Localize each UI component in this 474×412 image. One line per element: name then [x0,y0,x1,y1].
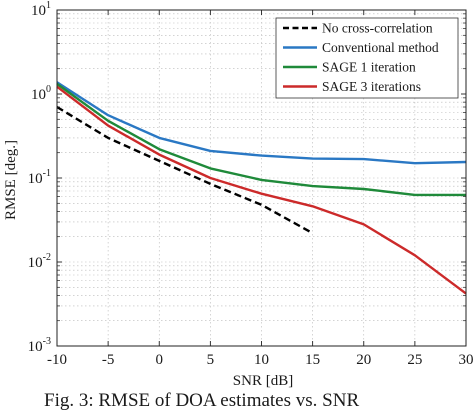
legend-box [275,17,459,99]
y-tick-label: 10-2 [28,252,51,271]
series-line-sage-3-iterations [56,85,467,295]
y-tick-label: 10-3 [28,336,51,355]
series-line-sage-1-iteration [56,82,466,197]
x-tick-label: -5 [102,352,115,368]
x-tick-label: 20 [356,352,371,368]
x-axis-label: SNR [dB] [233,373,293,389]
legend-label-conventional-method: Conventional method [322,40,439,55]
y-tick-label: 10-1 [28,168,51,187]
figure-caption: Fig. 3: RMSE of DOA estimates vs. SNR [44,390,359,411]
series-layer [56,81,467,295]
x-tick-label: -10 [47,352,67,368]
legend: No cross-correlation Conventional method S… [275,17,459,99]
legend-label-no-cross-correlation: No cross-correlation [322,21,433,36]
y-axis-label: RMSE [deg.] [3,140,19,220]
y-tick-label: 100 [31,84,51,103]
x-tick-label: 30 [459,352,474,368]
tick-layer: -10 -5 0 5 10 15 20 25 30 10-3 10-2 10-1 100 101 [28,0,474,368]
series-line-no-cross-correlation [56,105,314,235]
legend-label-sage-1-iteration: SAGE 1 iteration [322,60,416,75]
x-tick-label: 25 [407,352,422,368]
series-line-conventional-method [56,81,467,165]
legend-label-sage-3-iterations: SAGE 3 iterations [322,79,421,94]
x-tick-label: 10 [254,352,269,368]
x-tick-label: 0 [156,352,164,368]
x-tick-label: 15 [305,352,320,368]
x-tick-label: 5 [207,352,215,368]
y-tick-label: 101 [31,0,51,19]
